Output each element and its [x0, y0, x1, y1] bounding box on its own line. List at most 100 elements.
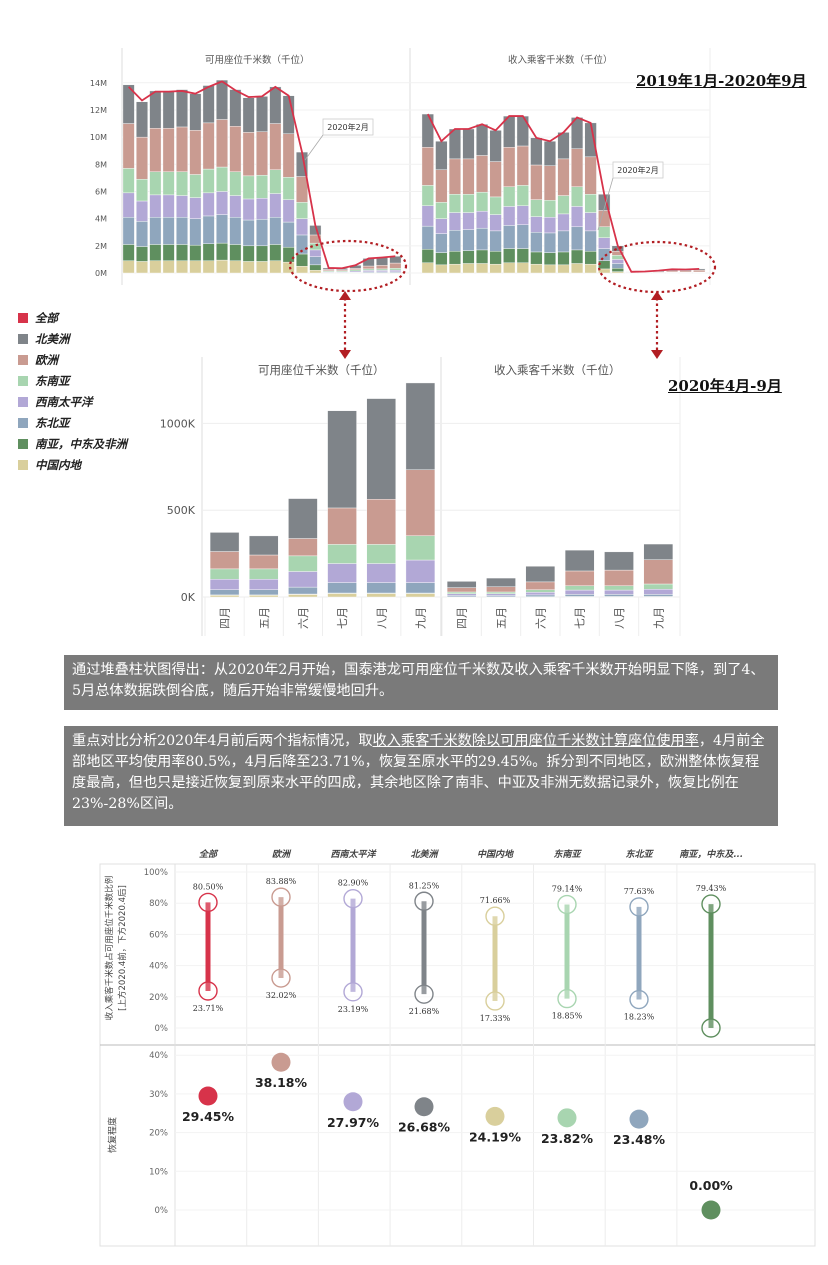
bar-segment [389, 268, 402, 271]
column-header: 北美洲 [410, 849, 439, 860]
bar-segment [288, 538, 318, 557]
bar-segment [229, 244, 242, 261]
bar-segment [543, 252, 556, 266]
annotation-leader [597, 177, 614, 231]
bar-segment [242, 261, 255, 274]
x-category-label: 八月 [613, 607, 626, 629]
legend-item: 南亚，中东及非洲 [18, 436, 127, 452]
bar-segment [543, 141, 556, 166]
bar-segment [202, 215, 215, 244]
bar-segment [256, 219, 268, 247]
bar-segment [136, 200, 148, 222]
bar-segment [525, 589, 556, 593]
middle-period-label: 2020年4月-9月 [668, 377, 782, 395]
bar-segment [486, 577, 516, 587]
bar-segment [269, 169, 282, 194]
dumbbell-after-marker [414, 984, 434, 1004]
x-category-label: 七月 [574, 607, 587, 629]
bar-segment [489, 230, 502, 252]
dumbbell-before-marker [198, 892, 218, 913]
bar-segment [486, 593, 516, 596]
legend-item: 东南亚 [18, 373, 70, 389]
recovery-dot [198, 1086, 218, 1106]
bar-segment [209, 579, 240, 590]
y-tick-label: 2M [95, 242, 107, 251]
bar-segment [249, 535, 279, 556]
dumbbell-after-marker [629, 989, 649, 1010]
bar-segment [216, 214, 228, 244]
bar-segment [462, 158, 475, 195]
y-tick-label: 14M [90, 79, 107, 88]
bar-segment [282, 199, 295, 223]
bar-segment [189, 244, 202, 261]
legend-item: 欧洲 [18, 352, 58, 368]
bar-segment [405, 582, 436, 594]
bar-segment [516, 115, 529, 147]
bar-segment [269, 244, 282, 261]
x-category-label: 六月 [297, 607, 310, 629]
bar-segment [489, 161, 502, 198]
dumbbell-before-marker [701, 894, 721, 914]
bar-segment [486, 595, 516, 598]
bar-segment [604, 551, 634, 571]
y-tick-label: 8M [95, 160, 107, 169]
dumbbell-after-label: 18.23% [624, 1013, 655, 1022]
bar-segment [604, 569, 634, 586]
bar-segment [543, 200, 556, 218]
bar-segment [435, 218, 448, 234]
bar-segment [216, 166, 228, 192]
bar-segment [296, 202, 308, 219]
summary-callout-2-post: ，4月前全部地区平均使用率80.5%，4月后降至23.71%，恢复至原水平的29… [72, 733, 765, 812]
bar-segment [366, 398, 396, 500]
bar-segment [476, 191, 489, 212]
bar-segment [282, 261, 295, 274]
bar-segment [462, 229, 475, 251]
recovery-label: 0.00% [689, 1178, 733, 1193]
bar-segment [176, 217, 188, 245]
bar-segment [421, 225, 434, 250]
bar-segment [584, 230, 597, 252]
recovery-dot [271, 1052, 291, 1072]
bar-segment [584, 263, 597, 274]
bar-segment [557, 132, 570, 160]
bar-segment [209, 595, 240, 598]
arrow-right-head-up [651, 291, 663, 300]
y-tick-label: 4M [95, 215, 107, 224]
y-tick-label: 80% [149, 899, 168, 909]
bar-segment [448, 193, 461, 213]
bar-segment [256, 96, 268, 132]
bar-segment [516, 205, 529, 225]
bar-segment [448, 229, 461, 252]
bar-segment [476, 210, 489, 229]
bar-segment [462, 193, 475, 213]
bar-segment [486, 586, 516, 593]
bar-segment [229, 171, 242, 196]
bar-segment [249, 568, 279, 580]
bar-segment [176, 195, 188, 218]
bar-segment [611, 255, 624, 260]
bar-segment [366, 563, 396, 583]
bar-segment [189, 93, 202, 131]
recovery-dot [485, 1106, 505, 1126]
bar-segment [405, 559, 436, 583]
y-tick-label: 30% [149, 1090, 168, 1100]
bar-segment [598, 248, 611, 261]
total-line [128, 80, 396, 270]
bar-segment [209, 551, 240, 570]
bar-segment [525, 566, 556, 583]
bar-segment [216, 259, 228, 274]
bar-segment [229, 126, 242, 172]
bar-segment [530, 137, 543, 166]
legend-item: 北美洲 [18, 331, 70, 347]
bar-segment [242, 219, 255, 247]
column-header: 东南亚 [553, 849, 582, 860]
bar-segment [405, 382, 436, 470]
y-tick-label: 20% [149, 1129, 168, 1139]
bar-segment [503, 262, 516, 274]
legend-swatch [18, 439, 28, 449]
middle-left-chart-title: 可用座位千米数（千位） [258, 363, 385, 377]
legend-swatch [18, 334, 28, 344]
bar-segment [149, 217, 162, 245]
bar-segment [136, 136, 148, 180]
